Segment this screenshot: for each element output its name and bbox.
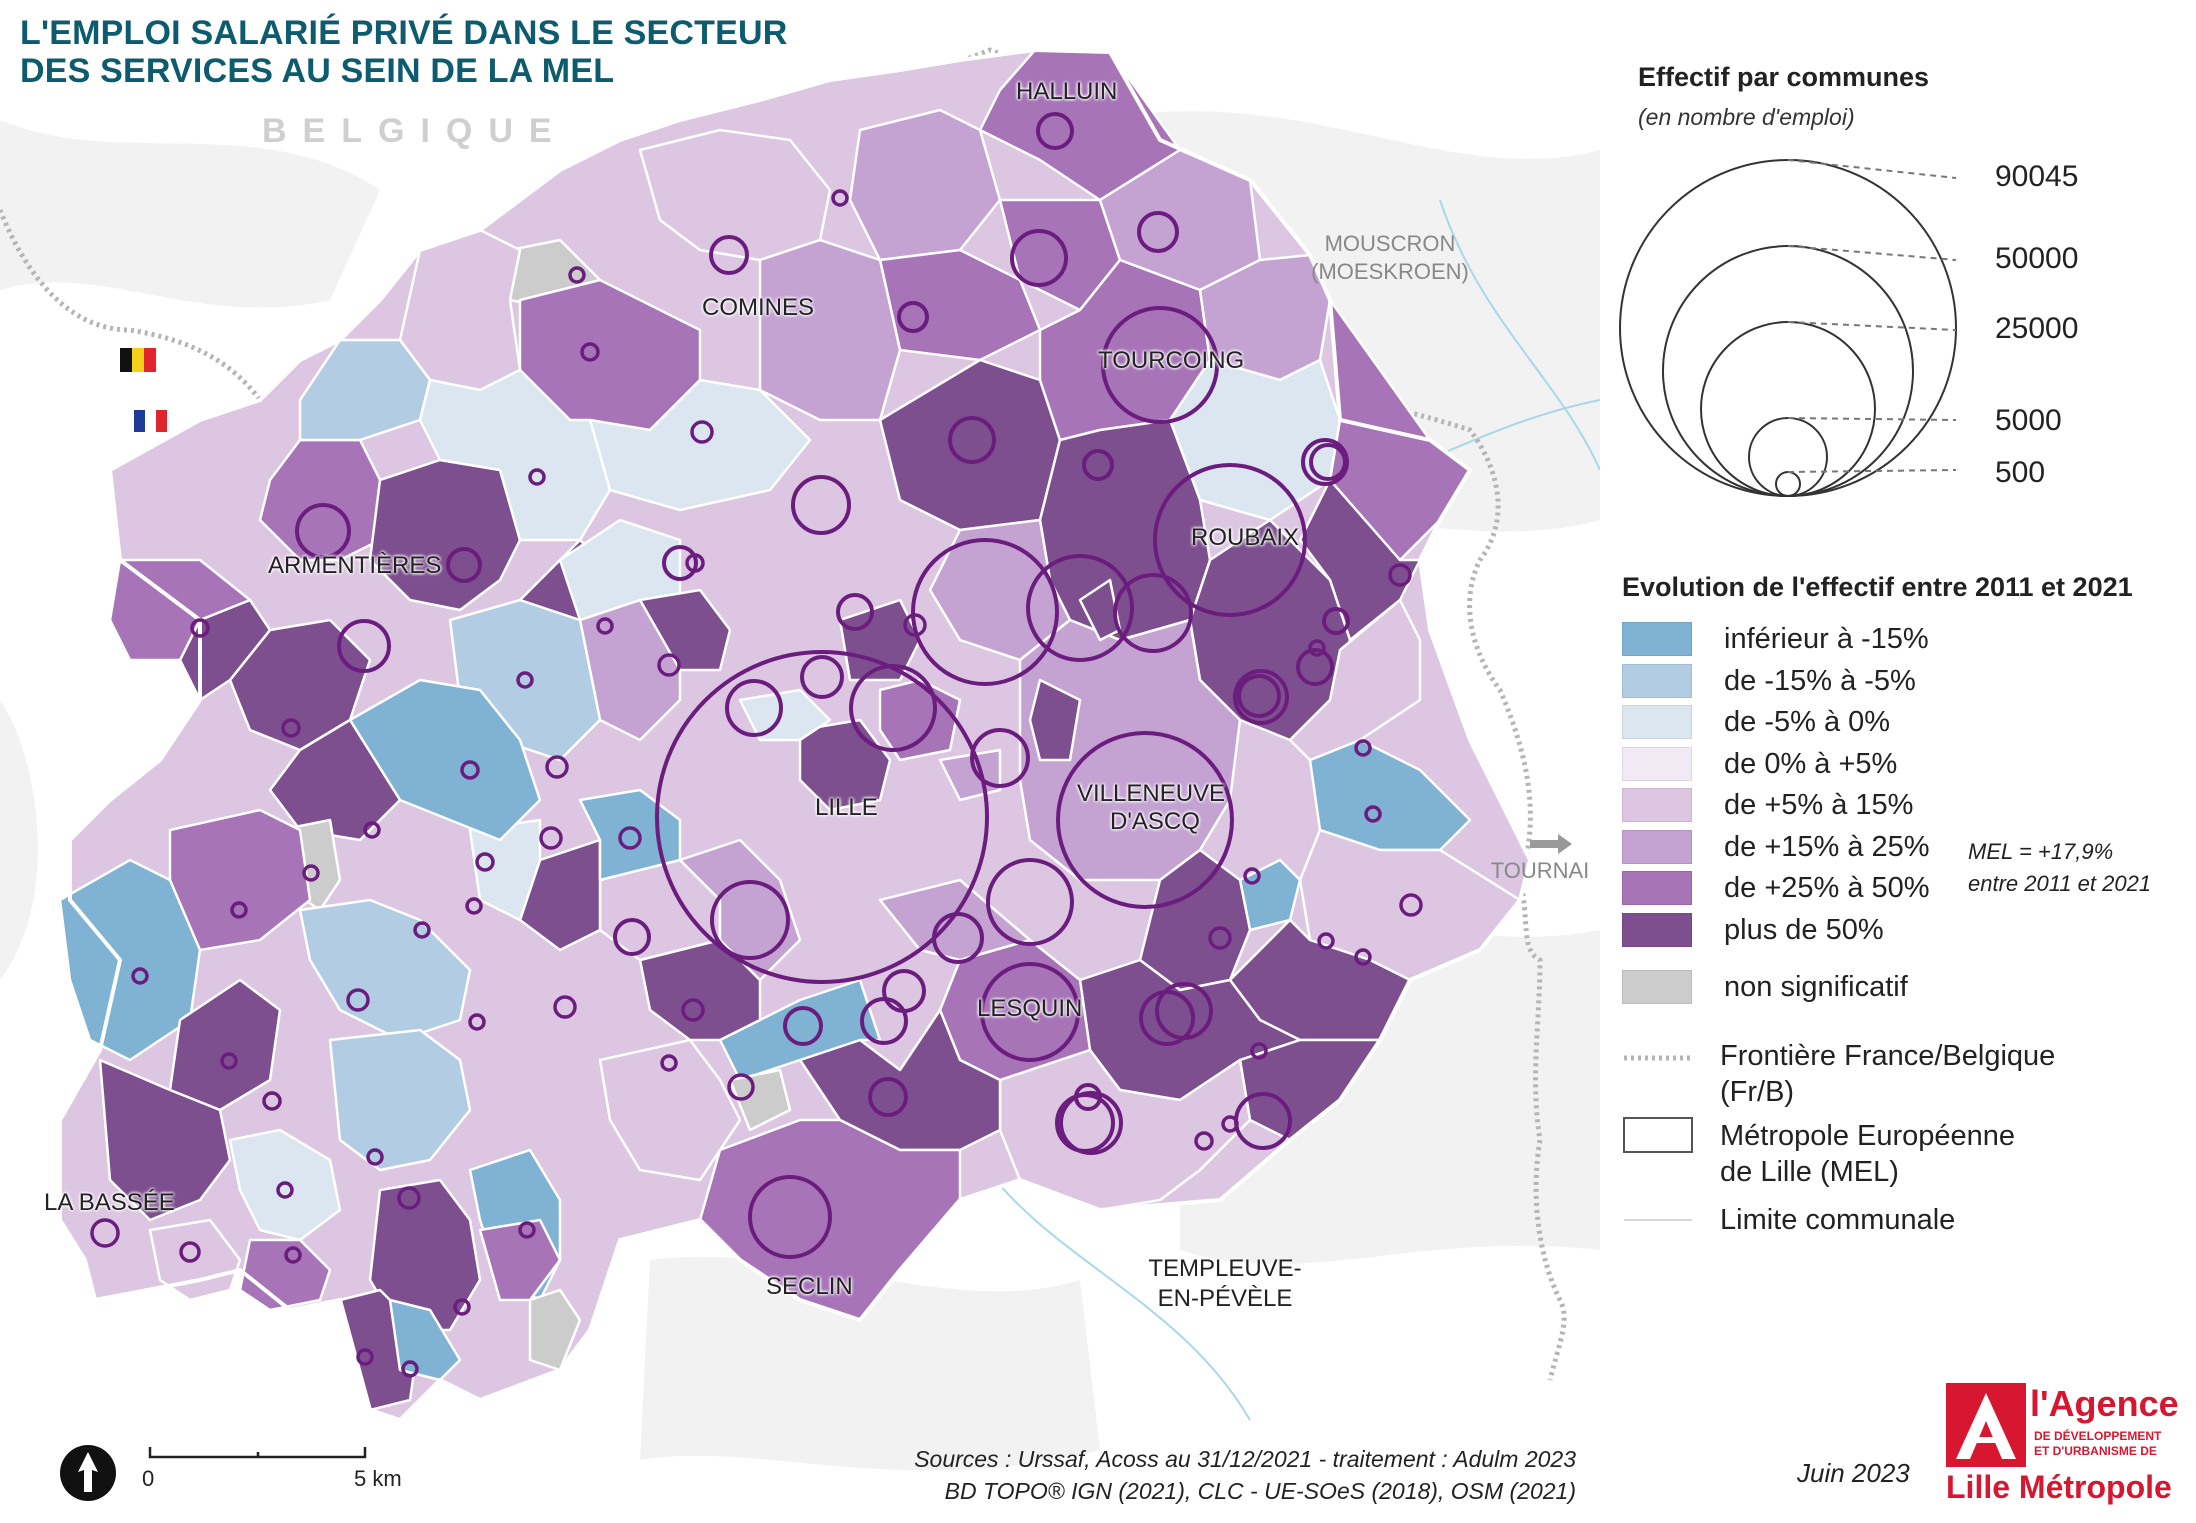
- communes: [58, 48, 1532, 1422]
- circle-villeneuve-dascq: [1056, 731, 1234, 909]
- legend-non-significant: non significatif: [1622, 970, 1908, 1004]
- legend-swatch-5: [1622, 830, 1692, 864]
- circle-tourcoing: [1101, 306, 1219, 424]
- legend-label-non-significant: non significatif: [1724, 970, 1908, 1003]
- legend-mel-line1: Métropole Européenne: [1720, 1120, 2016, 1152]
- legend-label-5: de +15% à 25%: [1724, 830, 1930, 863]
- date: Juin 2023: [1797, 1458, 1910, 1488]
- legend-label-6: de +25% à 50%: [1724, 871, 1930, 904]
- label-villeneuve-1: VILLENEUVE: [1077, 780, 1226, 807]
- legend-label-4: de +5% à 15%: [1724, 788, 1914, 821]
- north-arrow-icon: [60, 1445, 116, 1501]
- scale-start-label: 0: [142, 1466, 155, 1491]
- proportional-circles: [90, 112, 1423, 1378]
- belgium-flag-icon: [120, 348, 156, 372]
- legend-border-line1: Frontière France/Belgique: [1720, 1040, 2056, 1072]
- legend-border: Frontière France/Belgique (Fr/B): [1720, 1038, 2055, 1110]
- legend: Effectif par communes (en nombre d'emplo…: [1610, 0, 2196, 1523]
- sources-line1: Sources : Urssaf, Acoss au 31/12/2021 - …: [914, 1446, 1576, 1472]
- scale-end-label: 5 km: [354, 1466, 402, 1491]
- label-mouscron-1: MOUSCRON: [1324, 231, 1456, 256]
- label-lille: LILLE: [815, 794, 878, 821]
- mel-outline: [58, 47, 1533, 1423]
- size-value-2: 50000: [1995, 242, 2079, 275]
- map-title: L'EMPLOI SALARIÉ PRIVÉ DANS LE SECTEUR D…: [20, 14, 788, 90]
- legend-mel: Métropole Européenne de Lille (MEL): [1720, 1118, 2015, 1190]
- legend-line-symbols: [1623, 1055, 1693, 1221]
- scale-bar: [148, 1447, 367, 1459]
- agency-logo: l'Agence DE DÉVELOPPEMENT ET D'URBANISME…: [1946, 1383, 2186, 1505]
- legend-swatch-0: [1622, 622, 1692, 656]
- label-mouscron: MOUSCRON (MOESKROEN): [1300, 230, 1480, 286]
- map[interactable]: [0, 0, 1600, 1523]
- agency-name-2a: DE DÉVELOPPEMENT: [2034, 1429, 2162, 1443]
- legend-swatch-7: [1622, 913, 1692, 947]
- legend-class-1: de -15% à -5%: [1622, 664, 1916, 698]
- legend-commune-limit: Limite communale: [1720, 1204, 1956, 1236]
- legend-evolution-title: Evolution de l'effectif entre 2011 et 20…: [1622, 572, 2133, 602]
- label-lesquin: LESQUIN: [977, 995, 1083, 1022]
- legend-class-5: de +15% à 25%: [1622, 830, 1930, 864]
- sources: Sources : Urssaf, Acoss au 31/12/2021 - …: [914, 1443, 1576, 1507]
- label-halluin: HALLUIN: [1016, 78, 1118, 105]
- label-templeuve-2: EN-PÉVÈLE: [1157, 1285, 1293, 1312]
- legend-swatch-4: [1622, 788, 1692, 822]
- label-comines: COMINES: [702, 294, 815, 321]
- map-title-line2: DES SERVICES AU SEIN DE LA MEL: [20, 52, 615, 90]
- legend-label-0: inférieur à -15%: [1724, 622, 1929, 655]
- label-templeuve-1: TEMPLEUVE-: [1148, 1255, 1302, 1282]
- legend-swatch-3: [1622, 747, 1692, 781]
- legend-class-0: inférieur à -15%: [1622, 622, 1929, 656]
- label-seclin: SECLIN: [766, 1273, 853, 1300]
- legend-label-2: de -5% à 0%: [1724, 705, 1891, 738]
- agency-name-3: Lille Métropole: [1946, 1469, 2172, 1505]
- label-roubaix: ROUBAIX: [1191, 524, 1300, 551]
- belgique-label: BELGIQUE: [262, 112, 568, 150]
- size-value-1: 90045: [1995, 160, 2079, 193]
- mel-note: MEL = +17,9% entre 2011 et 2021: [1968, 836, 2151, 900]
- mel-note-2: entre 2011 et 2021: [1968, 871, 2152, 896]
- circle-lille: [655, 650, 989, 984]
- legend-border-line2: (Fr/B): [1720, 1076, 1795, 1108]
- label-villeneuve-2: D'ASCQ: [1110, 808, 1200, 835]
- legend-label-1: de -15% à -5%: [1724, 664, 1916, 697]
- legend-label-7: plus de 50%: [1724, 913, 1884, 946]
- legend-size-title: Effectif par communes: [1638, 62, 1930, 92]
- size-value-4: 5000: [1995, 404, 2062, 437]
- agency-name-1: l'Agence: [2030, 1383, 2179, 1424]
- legend-class-4: de +5% à 15%: [1622, 788, 1913, 822]
- legend-size-subtitle: (en nombre d'emploi): [1638, 104, 1855, 130]
- label-la-bassee: LA BASSÉE: [44, 1189, 175, 1216]
- label-tourcoing: TOURCOING: [1098, 347, 1245, 374]
- label-templeuve: TEMPLEUVE- EN-PÉVÈLE: [1140, 1254, 1310, 1314]
- agency-name-2: DE DÉVELOPPEMENT ET D'URBANISME DE: [2034, 1429, 2161, 1459]
- legend-swatch-6: [1622, 871, 1692, 905]
- legend-class-7: plus de 50%: [1622, 913, 1884, 947]
- mel-note-1: MEL = +17,9%: [1968, 839, 2114, 864]
- legend-swatch-1: [1622, 664, 1692, 698]
- size-value-3: 25000: [1995, 312, 2079, 345]
- legend-label-3: de 0% à +5%: [1724, 747, 1898, 780]
- size-value-5: 500: [1995, 456, 2046, 489]
- legend-class-6: de +25% à 50%: [1622, 871, 1930, 905]
- france-flag-icon: [134, 410, 167, 432]
- label-mouscron-2: (MOESKROEN): [1311, 259, 1469, 284]
- sources-line2: BD TOPO® IGN (2021), CLC - UE-SOeS (2018…: [944, 1478, 1576, 1504]
- agency-logo-icon: [1946, 1383, 2026, 1467]
- legend-size-circles: [1619, 159, 1957, 497]
- legend-class-2: de -5% à 0%: [1622, 705, 1890, 739]
- label-armentieres: ARMENTIÈRES: [268, 552, 442, 579]
- legend-swatch-2: [1622, 705, 1692, 739]
- legend-mel-line2: de Lille (MEL): [1720, 1156, 1899, 1188]
- tournai-arrow-icon: [1530, 834, 1572, 854]
- legend-class-3: de 0% à +5%: [1622, 747, 1897, 781]
- circle-roubaix: [1153, 463, 1307, 617]
- legend-swatch-non-significant: [1622, 970, 1692, 1004]
- agency-name-2b: ET D'URBANISME DE: [2034, 1444, 2157, 1458]
- label-tournai: TOURNAI: [1490, 858, 1590, 883]
- map-title-line1: L'EMPLOI SALARIÉ PRIVÉ DANS LE SECTEUR: [20, 14, 788, 52]
